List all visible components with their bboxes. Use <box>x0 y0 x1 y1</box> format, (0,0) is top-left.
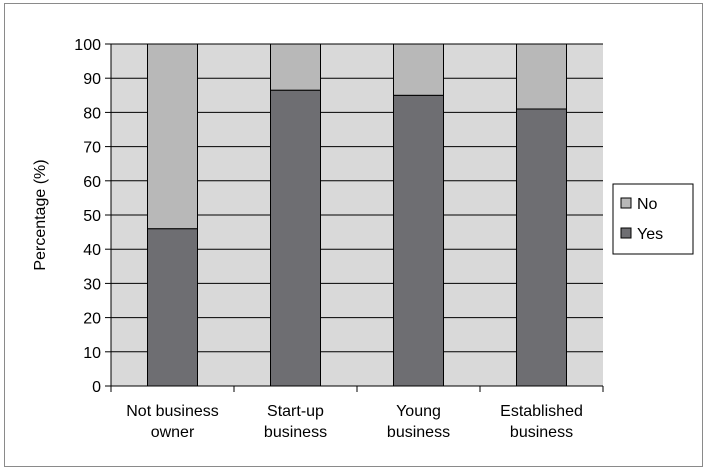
stacked-bar-chart: 0 10 20 30 40 50 60 70 80 90 100 Not business owner S… <box>32 37 694 441</box>
bar-yes-2 <box>270 89 321 387</box>
bar-no-3 <box>393 43 444 96</box>
legend-box <box>612 183 694 255</box>
bar-no-4 <box>516 43 567 110</box>
x-tick-label: Start-up business <box>264 403 327 441</box>
y-tick-label: 100 <box>74 37 101 54</box>
bar-no-1 <box>147 43 198 230</box>
bars <box>147 43 567 387</box>
legend-swatch-no <box>620 197 632 209</box>
legend: No Yes <box>612 183 694 255</box>
y-tick-label: 0 <box>92 379 101 396</box>
y-tick-label: 20 <box>83 311 101 328</box>
y-tick-label: 90 <box>83 71 101 88</box>
bar-yes-3 <box>393 94 444 387</box>
y-axis-title: Percentage (%) <box>32 159 49 270</box>
legend-label-yes: Yes <box>637 226 663 243</box>
bar-yes-1 <box>147 228 198 387</box>
legend-label-no: No <box>637 196 658 213</box>
x-tick-label: Established business <box>500 403 583 441</box>
x-tick-label: Not business owner <box>126 403 219 441</box>
chart-container: 0 10 20 30 40 50 60 70 80 90 100 Not business owner S… <box>4 3 703 467</box>
y-tick-label: 80 <box>83 105 101 122</box>
y-tick-label: 30 <box>83 276 101 293</box>
x-tick-label: Young business <box>387 403 450 441</box>
legend-swatch-yes <box>620 227 632 239</box>
bar-no-2 <box>270 43 321 91</box>
y-tick-label: 10 <box>83 345 101 362</box>
y-tick-label: 60 <box>83 174 101 191</box>
axes: 0 10 20 30 40 50 60 70 80 90 100 Not business owner S… <box>74 37 604 441</box>
y-tick-label: 50 <box>83 208 101 225</box>
y-tick-label: 70 <box>83 140 101 157</box>
y-tick-label: 40 <box>83 242 101 259</box>
bar-yes-4 <box>516 108 567 387</box>
